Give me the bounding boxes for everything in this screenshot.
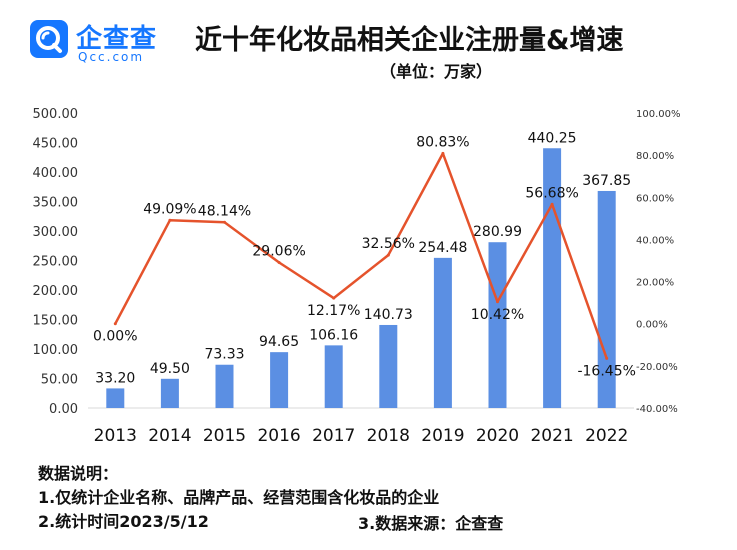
bar (160, 378, 179, 408)
bar-value-label: 94.65 (259, 334, 299, 350)
bar-value-label: 106.16 (309, 327, 358, 343)
x-axis-tick-label: 2018 (367, 426, 410, 446)
bar-value-label: 367.85 (582, 173, 631, 189)
bar (270, 352, 289, 408)
chart-title: 近十年化妆品相关企业注册量&增速 (195, 25, 624, 56)
right-axis-tick-label: 100.00% (636, 109, 681, 120)
right-axis-tick-label: 20.00% (636, 278, 674, 289)
right-axis-tick-label: 40.00% (636, 235, 674, 246)
right-axis-tick-label: 60.00% (636, 193, 674, 204)
growth-rate-label: 32.56% (362, 236, 415, 252)
bar-value-label: 254.48 (418, 240, 467, 256)
x-axis-tick-label: 2015 (203, 426, 246, 446)
bar (433, 257, 452, 408)
x-axis-tick-label: 2021 (530, 426, 573, 446)
left-axis-tick-label: 50.00 (41, 373, 78, 388)
right-axis-tick-label: 80.00% (636, 151, 674, 162)
bar-value-label: 280.99 (473, 224, 522, 240)
bar (215, 364, 234, 408)
left-axis-tick-label: 200.00 (33, 284, 79, 299)
growth-rate-point (113, 322, 117, 326)
left-axis-tick-label: 100.00 (33, 343, 79, 358)
x-axis-tick-label: 2013 (94, 426, 137, 446)
left-axis-tick-label: 300.00 (33, 225, 79, 240)
bar-value-label: 33.20 (95, 370, 135, 386)
logo-domain: Qcc.com (78, 50, 145, 64)
growth-rate-label: 0.00% (93, 329, 137, 345)
growth-rate-point (223, 220, 226, 224)
bar (597, 190, 616, 408)
growth-rate-point (277, 260, 281, 264)
growth-rate-label: 29.06% (252, 243, 305, 259)
data-notes: 数据说明： 1.仅统计企业名称、品牌产品、经营范围含化妆品的企业 2.统计时间2… (38, 462, 439, 534)
chart-subtitle: （单位：万家） (380, 62, 493, 81)
bar-value-label: 440.25 (528, 130, 577, 146)
right-axis-tick-label: -40.00% (636, 404, 678, 415)
bar-value-label: 140.73 (364, 307, 413, 323)
left-axis-tick-label: 450.00 (33, 137, 79, 152)
growth-rate-point (332, 296, 336, 300)
growth-rate-label: 56.68% (525, 185, 578, 201)
bar (379, 324, 398, 408)
qcc-logo: 企查查 Qcc.com (30, 20, 180, 66)
left-axis-tick-label: 350.00 (33, 196, 79, 211)
bar (488, 242, 507, 408)
growth-rate-label: 10.42% (471, 307, 524, 323)
growth-rate-point (496, 300, 499, 304)
notes-line-2: 2.统计时间2023/5/12 (38, 512, 209, 531)
notes-line-1: 1.仅统计企业名称、品牌产品、经营范围含化妆品的企业 (38, 488, 440, 507)
x-axis-tick-label: 2016 (257, 426, 300, 446)
notes-line-3: 3.数据来源：企查查 (358, 514, 504, 533)
logo-wordmark: 企查查 (76, 24, 158, 54)
growth-rate-label: 48.14% (198, 203, 251, 219)
growth-rate-label: 49.09% (143, 201, 196, 217)
left-axis-tick-label: 0.00 (49, 402, 78, 417)
left-axis-tick-label: 500.00 (33, 107, 79, 122)
qcc-logo-icon (30, 20, 68, 58)
bar-value-label: 73.33 (204, 347, 244, 363)
growth-rate-line (114, 152, 608, 359)
right-axis-tick-label: -20.00% (636, 362, 678, 373)
growth-rate-point (441, 151, 445, 155)
x-axis-tick-label: 2019 (421, 426, 464, 446)
x-axis-tick-label: 2020 (476, 426, 519, 446)
left-axis-tick-label: 250.00 (33, 255, 79, 270)
left-axis-tick-label: 150.00 (33, 314, 79, 329)
growth-rate-point (550, 202, 554, 206)
bar (324, 345, 343, 408)
bar (106, 388, 125, 408)
x-axis-tick-label: 2014 (148, 426, 191, 446)
growth-rate-point (605, 356, 609, 360)
growth-rate-point (386, 253, 390, 257)
growth-rate-point (168, 218, 172, 222)
x-axis-tick-label: 2022 (585, 426, 628, 446)
right-axis-tick-label: 0.00% (636, 320, 668, 331)
left-axis-tick-label: 400.00 (33, 166, 79, 181)
bar-value-label: 49.50 (150, 361, 190, 377)
growth-rate-label: 12.17% (307, 303, 360, 319)
x-axis-tick-label: 2017 (312, 426, 355, 446)
growth-rate-label: -16.45% (577, 363, 635, 379)
notes-heading: 数据说明： (38, 464, 119, 483)
growth-rate-label: 80.83% (416, 134, 469, 150)
